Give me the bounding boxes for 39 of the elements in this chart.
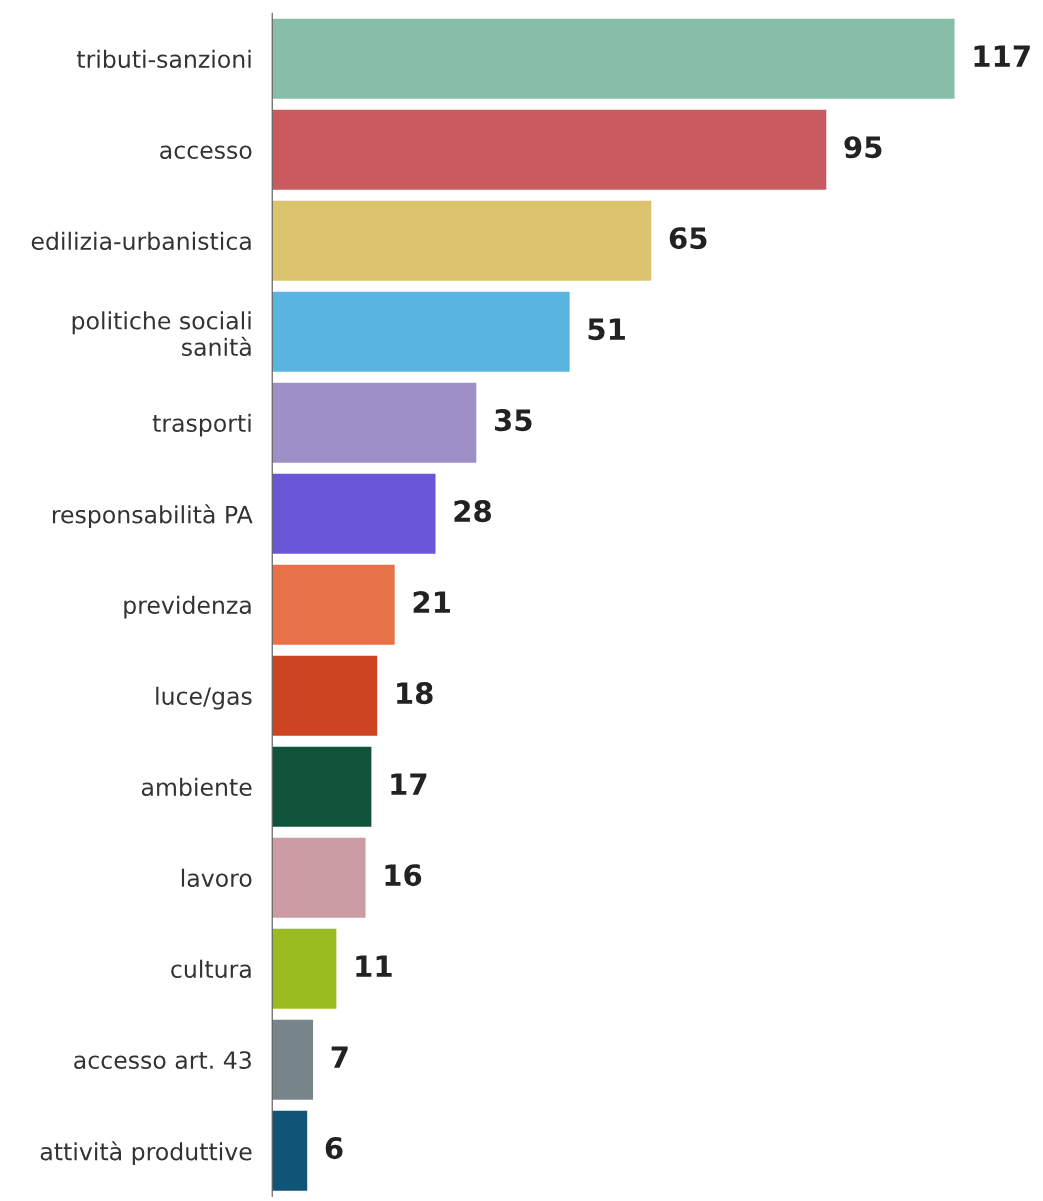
y-tick-label: cultura [171,959,251,978]
y-tick-label: attività produttive [40,1141,252,1166]
bar [272,564,395,645]
bar [272,109,827,190]
data-label: 16 [385,864,422,887]
y-tick-label: responsabilità PA [52,504,253,529]
data-label: 65 [669,227,707,250]
data-label: 51 [588,318,625,341]
bar [272,473,436,554]
data-label: 95 [844,136,882,159]
data-label: 35 [494,409,532,432]
data-label: 117 [974,45,1030,67]
y-tick-label: accesso art. 43 [74,1051,251,1069]
bar [272,291,570,372]
bar [272,928,337,1009]
data-label: 7 [331,1046,348,1068]
data-label: 11 [356,955,392,977]
y-tick-label: lavoro [181,868,252,888]
bar [272,746,372,827]
data-label: 21 [413,591,450,613]
bar [272,1019,314,1100]
data-label: 6 [325,1137,343,1160]
bar [272,837,366,918]
data-label: 17 [391,773,427,795]
bar [272,200,652,281]
data-label: 28 [454,500,491,523]
y-tick-label: accesso [160,145,252,160]
bar [272,1110,308,1191]
bar [272,655,378,736]
y-tick-label: previdenza [124,595,251,619]
bar [272,18,955,99]
y-tick-label: tributi-sanzioni [76,49,251,69]
data-label: 18 [397,682,433,705]
y-tick-label: luce/gas [156,686,252,710]
y-tick-label: trasporti [152,413,251,437]
y-tick-label: edilizia-urbanistica [31,231,251,251]
y-tick-label: politiche sociali sanità [72,311,251,357]
bar [272,382,477,463]
y-tick-label: ambiente [141,777,252,797]
